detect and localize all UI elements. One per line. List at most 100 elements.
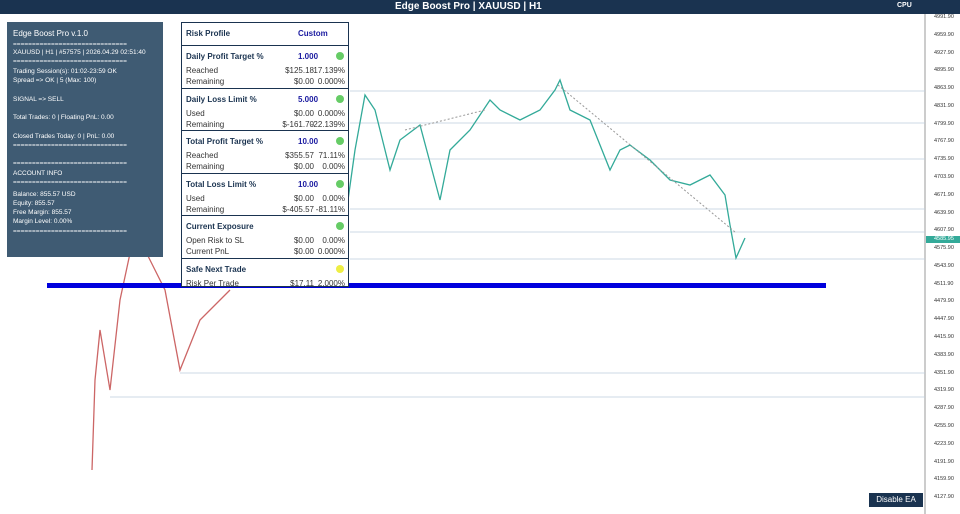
section-target: 10.00 bbox=[298, 179, 319, 189]
section-target: 5.000 bbox=[298, 94, 319, 104]
disable-ea-button[interactable]: Disable EA bbox=[869, 493, 923, 507]
row-label: Used bbox=[186, 193, 205, 203]
section-title: Total Profit Target % bbox=[186, 137, 264, 146]
row-amount: $125.18 bbox=[285, 66, 314, 75]
price-label: 4735.90 bbox=[934, 156, 954, 163]
row-percent: 0.000% bbox=[317, 77, 345, 86]
price-label: 4895.90 bbox=[934, 67, 954, 74]
price-label: 4511.90 bbox=[934, 280, 954, 287]
section-title: Safe Next Trade bbox=[186, 264, 247, 274]
status-dot bbox=[336, 52, 344, 60]
info-line: SIGNAL => SELL bbox=[13, 96, 64, 103]
window-title: Edge Boost Pro | XAUUSD | H1 bbox=[395, 1, 542, 12]
row-amount: $-405.57 bbox=[282, 204, 314, 214]
price-label: 4767.90 bbox=[934, 138, 954, 145]
risk-section: Total Loss Limit % 10.00 Used $0.00 0.00% Rem… bbox=[182, 172, 348, 216]
price-label: 4447.90 bbox=[934, 316, 954, 323]
info-line: Balance: 855.57 USD bbox=[13, 191, 76, 198]
row-label: Reached bbox=[186, 66, 219, 75]
price-label: 4575.90 bbox=[934, 245, 954, 252]
row-label: Remaining bbox=[186, 77, 225, 86]
row-amount: $0.00 bbox=[293, 77, 314, 86]
row-label: Current PnL bbox=[186, 247, 230, 256]
row-amount: $355.57 bbox=[285, 151, 314, 160]
row-percent: -81.11% bbox=[315, 204, 345, 214]
status-dot bbox=[336, 137, 344, 145]
panel-title: Edge Boost Pro v.1.0 bbox=[13, 29, 89, 38]
price-label: 4415.90 bbox=[934, 334, 954, 341]
price-label: 4351.90 bbox=[934, 369, 954, 376]
price-label: 4127.90 bbox=[934, 494, 954, 501]
section-title: Daily Loss Limit % bbox=[186, 94, 257, 104]
risk-section: Total Profit Target % 10.00 Reached $355.57… bbox=[182, 130, 348, 173]
row-amount: $0.00 bbox=[293, 236, 314, 245]
price-label: 4479.90 bbox=[934, 298, 954, 305]
row-amount: $0.00 bbox=[293, 193, 314, 203]
row-percent: 17.139% bbox=[313, 66, 345, 75]
row-amount: $0.00 bbox=[293, 162, 314, 171]
row-amount: $0.00 bbox=[293, 247, 314, 256]
info-line: ============================== bbox=[13, 160, 127, 167]
risk-section: Daily Profit Target % 1.000 Reached $125.18… bbox=[182, 45, 348, 88]
section-title: Current Exposure bbox=[186, 222, 254, 231]
row-amount: $-161.70 bbox=[282, 119, 314, 129]
info-line: ============================== bbox=[13, 41, 127, 48]
info-line: Free Margin: 855.57 bbox=[13, 209, 72, 216]
current-price: 4585.95 bbox=[934, 236, 954, 242]
cpu-label: CPU bbox=[897, 2, 912, 9]
row-percent: 0.000% bbox=[317, 247, 345, 256]
price-label: 4959.90 bbox=[934, 31, 954, 38]
row-percent: 0.00% bbox=[322, 162, 345, 171]
risk-panel: Risk Profile Custom Daily Profit Target … bbox=[181, 22, 349, 288]
header-label: Risk Profile bbox=[186, 29, 231, 38]
price-label: 4703.90 bbox=[934, 174, 954, 181]
price-label: 4223.90 bbox=[934, 440, 954, 447]
row-label: Remaining bbox=[186, 204, 225, 214]
header-value: Custom bbox=[298, 29, 328, 38]
row-label: Used bbox=[186, 108, 205, 118]
info-line: ============================== bbox=[13, 58, 127, 65]
row-label: Remaining bbox=[186, 162, 225, 171]
info-line: XAUUSD | H1 | #57575 | 2026.04.29 02:51:… bbox=[13, 49, 146, 56]
status-dot bbox=[336, 94, 344, 103]
info-line: Equity: 855.57 bbox=[13, 200, 55, 207]
price-label: 4319.90 bbox=[934, 387, 954, 394]
row-label: Risk Per Trade bbox=[186, 278, 239, 288]
price-label: 4383.90 bbox=[934, 351, 954, 358]
info-line: Trading Session(s): 01:02-23:59 OK bbox=[13, 68, 117, 75]
info-line: Margin Level: 0.00% bbox=[13, 218, 73, 225]
info-line: Spread => OK | 5 (Max: 100) bbox=[13, 77, 97, 84]
price-label: 4831.90 bbox=[934, 102, 954, 109]
row-percent: 71.11% bbox=[318, 151, 345, 160]
info-panel: Edge Boost Pro v.1.0 ====================… bbox=[7, 22, 163, 257]
price-label: 4607.90 bbox=[934, 227, 954, 234]
row-percent: 0.000% bbox=[317, 108, 345, 118]
info-line: ============================== bbox=[13, 228, 127, 235]
row-percent: 0.00% bbox=[322, 193, 345, 203]
risk-section: Safe Next Trade Risk Per Trade $17.11 2.000… bbox=[182, 257, 348, 301]
section-target: 10.00 bbox=[298, 137, 319, 146]
row-label: Open Risk to SL bbox=[186, 236, 245, 245]
price-label: 4671.90 bbox=[934, 191, 954, 198]
price-label: 4159.90 bbox=[934, 476, 954, 483]
row-amount: $0.00 bbox=[293, 108, 314, 118]
row-label: Remaining bbox=[186, 119, 225, 129]
section-title: Total Loss Limit % bbox=[186, 179, 257, 189]
price-label: 4191.90 bbox=[934, 458, 954, 465]
price-label: 4543.90 bbox=[934, 262, 954, 269]
row-percent: 0.00% bbox=[322, 236, 345, 245]
price-label: 4287.90 bbox=[934, 405, 954, 412]
price-label: 4863.90 bbox=[934, 85, 954, 92]
status-dot bbox=[336, 222, 344, 230]
row-percent: 2.000% bbox=[317, 278, 345, 288]
status-dot bbox=[336, 264, 344, 273]
row-amount: $17.11 bbox=[290, 278, 314, 288]
section-title: Daily Profit Target % bbox=[186, 52, 264, 61]
info-line: ACCOUNT INFO bbox=[13, 170, 63, 177]
price-label: 4799.90 bbox=[934, 120, 954, 127]
info-line: ============================== bbox=[13, 179, 127, 186]
price-label: 4639.90 bbox=[934, 209, 954, 216]
row-percent: -22.139% bbox=[310, 119, 345, 129]
